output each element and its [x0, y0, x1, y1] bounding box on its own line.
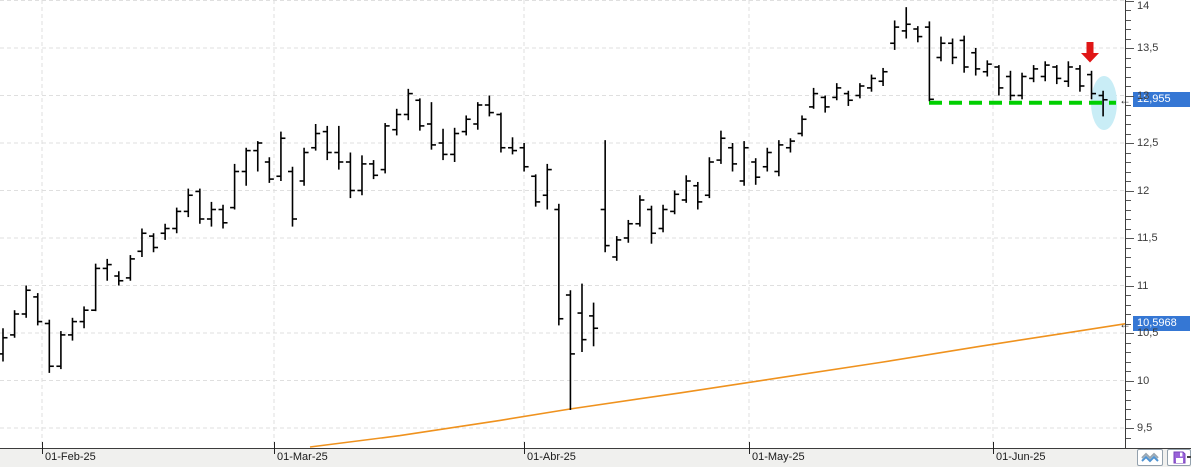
price-axis-tick	[1126, 295, 1131, 296]
price-axis[interactable]: ← 12,955 ← 10,5968 14 13,5 13 12,5 12 11,5 11 1…	[1119, 0, 1191, 448]
price-axis-label: 10,5	[1137, 327, 1159, 339]
price-axis-tick	[1126, 38, 1131, 40]
price-axis-tick	[1126, 285, 1134, 287]
price-axis-tick	[1126, 105, 1131, 106]
price-axis-tick	[1126, 10, 1131, 11]
price-axis-tick	[1126, 323, 1131, 325]
time-axis-tick	[42, 442, 43, 454]
price-axis-tick	[1126, 276, 1131, 277]
price-axis-label: 11,5	[1137, 232, 1158, 244]
down-arrow-icon	[1081, 42, 1099, 63]
time-axis-label: 01-May-25	[752, 451, 805, 463]
price-axis-tick	[1126, 304, 1131, 306]
price-axis-label: 10	[1137, 374, 1150, 387]
price-axis-tick	[1126, 152, 1131, 154]
time-axis-label: 01-Jun-25	[996, 451, 1046, 463]
price-axis-tick	[1126, 361, 1131, 363]
price-axis-tick	[1126, 67, 1131, 68]
chart-style-button[interactable]	[1137, 449, 1163, 466]
ma-value-badge: 10,5968	[1133, 316, 1190, 332]
price-axis-tick	[1126, 219, 1131, 220]
price-axis-tick	[1126, 209, 1131, 211]
time-axis-label: 01-Feb-25	[45, 451, 96, 463]
price-axis-tick	[1126, 238, 1134, 239]
price-axis-tick	[1126, 409, 1131, 410]
time-axis-tick	[749, 442, 750, 454]
price-axis-tick	[1126, 200, 1131, 201]
price-axis-tick	[1126, 266, 1131, 268]
cropped-button-fragment	[1187, 456, 1191, 458]
ohlc-chart	[0, 0, 1125, 448]
price-axis-tick	[1126, 0, 1134, 2]
price-axis-tick	[1126, 371, 1131, 372]
price-axis-label: 14	[1137, 0, 1150, 12]
price-axis-tick	[1126, 342, 1131, 344]
price-axis-tick	[1126, 333, 1134, 334]
price-axis-tick	[1126, 57, 1131, 59]
last-price-badge: 12,955	[1133, 92, 1190, 108]
price-axis-tick	[1126, 76, 1131, 78]
price-marker-arrow-icon: ←	[1119, 316, 1131, 331]
save-button[interactable]	[1167, 449, 1191, 466]
price-axis-label: 12	[1137, 184, 1150, 197]
price-axis-tick	[1126, 48, 1134, 49]
price-axis-tick	[1126, 190, 1134, 192]
price-axis-label: 13,5	[1137, 42, 1159, 54]
price-axis-tick	[1126, 314, 1131, 315]
price-chart-canvas[interactable]	[0, 0, 1125, 448]
price-axis-label: 12,5	[1137, 137, 1159, 149]
price-axis-label: 9,5	[1137, 422, 1153, 434]
zigzag-lines-icon	[1141, 452, 1159, 462]
price-axis-label: 13	[1137, 89, 1150, 102]
price-axis-tick	[1126, 247, 1131, 249]
price-axis-label: 11	[1137, 279, 1149, 292]
price-axis-tick	[1126, 418, 1131, 420]
time-axis-tick	[274, 442, 275, 454]
price-axis-tick	[1126, 228, 1131, 230]
price-axis-tick	[1126, 162, 1131, 163]
highlight-ellipse	[1091, 76, 1117, 130]
moving-average-line	[309, 323, 1125, 448]
price-axis-tick	[1126, 95, 1134, 97]
time-axis-label: 01-Mar-25	[277, 451, 328, 463]
price-axis-tick	[1126, 181, 1131, 182]
price-axis-tick	[1126, 171, 1131, 173]
time-axis[interactable]: 01-Feb-25 01-Mar-25 01-Abr-25 01-May-25 01-J…	[0, 442, 1191, 467]
price-axis-tick	[1126, 390, 1131, 391]
price-axis-tick	[1126, 86, 1131, 87]
price-axis-tick	[1126, 428, 1134, 429]
price-axis-tick	[1126, 19, 1131, 21]
time-axis-tick	[524, 442, 525, 454]
price-axis-tick	[1126, 133, 1131, 135]
price-axis-tick	[1126, 257, 1131, 258]
price-axis-tick	[1126, 114, 1131, 116]
price-axis-tick	[1126, 380, 1134, 382]
time-axis-tick	[993, 442, 994, 454]
floppy-save-icon	[1173, 451, 1185, 464]
price-axis-tick	[1126, 143, 1134, 144]
time-axis-label: 01-Abr-25	[527, 451, 576, 463]
price-axis-tick	[1126, 29, 1131, 30]
price-axis-tick	[1126, 437, 1131, 439]
price-axis-tick	[1126, 352, 1131, 353]
price-axis-tick	[1126, 399, 1131, 401]
price-axis-tick	[1126, 124, 1131, 125]
